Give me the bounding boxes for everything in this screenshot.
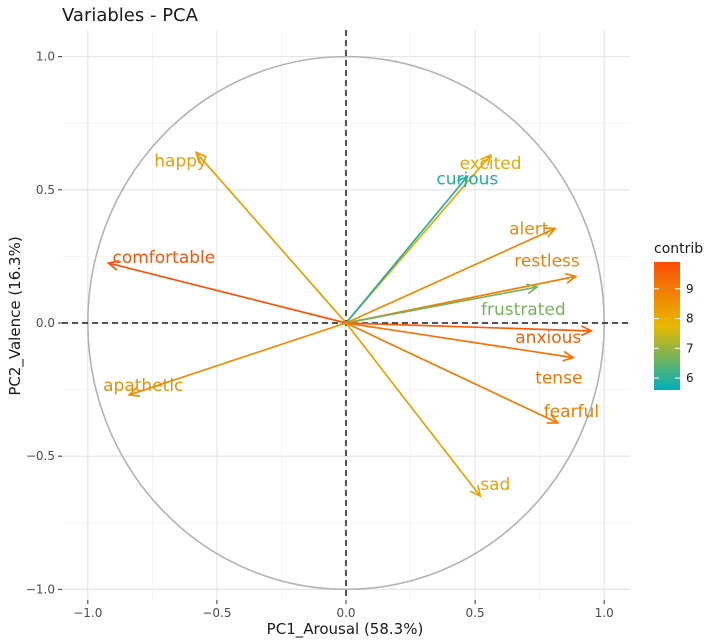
legend-colorbar (654, 262, 680, 390)
arrow-anxious (345, 322, 594, 337)
legend-title: contrib (654, 241, 703, 257)
x-tick-label: 1.0 (595, 606, 614, 620)
arrow-tense (345, 322, 576, 362)
arrow-fearful (345, 322, 560, 424)
label-restless: restless (514, 251, 580, 271)
label-apathetic: apathetic (103, 376, 183, 396)
label-tense: tense (535, 369, 582, 389)
arrow-curious (345, 174, 469, 324)
x-tick-label: 0.5 (466, 606, 485, 620)
y-tick-label: −1.0 (26, 582, 55, 596)
label-curious: curious (436, 169, 498, 189)
label-alert: alert (509, 219, 549, 239)
legend-ticks: 6 7 8 9 (654, 282, 694, 385)
arrow-alert (345, 227, 557, 324)
y-tick-label: 0.5 (36, 183, 55, 197)
variable-arrows (106, 151, 594, 498)
legend-tick-label: 6 (686, 371, 694, 385)
x-tick-label: −0.5 (202, 606, 231, 620)
label-happy: happy (154, 152, 207, 172)
y-tick-label: 0.0 (36, 316, 55, 330)
label-excited: excited (460, 154, 522, 174)
y-axis-ticks: −1.0 −0.5 0.0 0.5 1.0 (26, 50, 62, 596)
arrow-apathetic (127, 322, 347, 398)
label-comfortable: comfortable (112, 248, 215, 268)
legend-tick-label: 8 (686, 312, 694, 326)
label-fearful: fearful (544, 402, 599, 422)
x-tick-label: −1.0 (73, 606, 102, 620)
legend-tick-label: 9 (686, 282, 694, 296)
arrow-happy (194, 151, 347, 324)
y-tick-label: −0.5 (26, 449, 55, 463)
x-axis-title: PC1_Arousal (58.3%) (267, 620, 424, 639)
label-frustrated: frustrated (481, 300, 566, 320)
legend-tick-label: 7 (686, 341, 694, 355)
x-axis-ticks: −1.0 −0.5 0.0 0.5 1.0 (73, 600, 614, 620)
arrow-frustrated (345, 283, 539, 324)
y-axis-title: PC2_Valence (16.3%) (6, 236, 25, 395)
x-tick-label: 0.0 (336, 606, 355, 620)
arrow-sad (345, 322, 482, 498)
chart-title: Variables - PCA (62, 5, 199, 26)
legend: contrib 6 7 8 9 (654, 241, 703, 390)
label-anxious: anxious (515, 328, 581, 348)
y-tick-label: 1.0 (36, 50, 55, 64)
label-sad: sad (480, 475, 510, 495)
arrow-comfortable (106, 260, 347, 324)
